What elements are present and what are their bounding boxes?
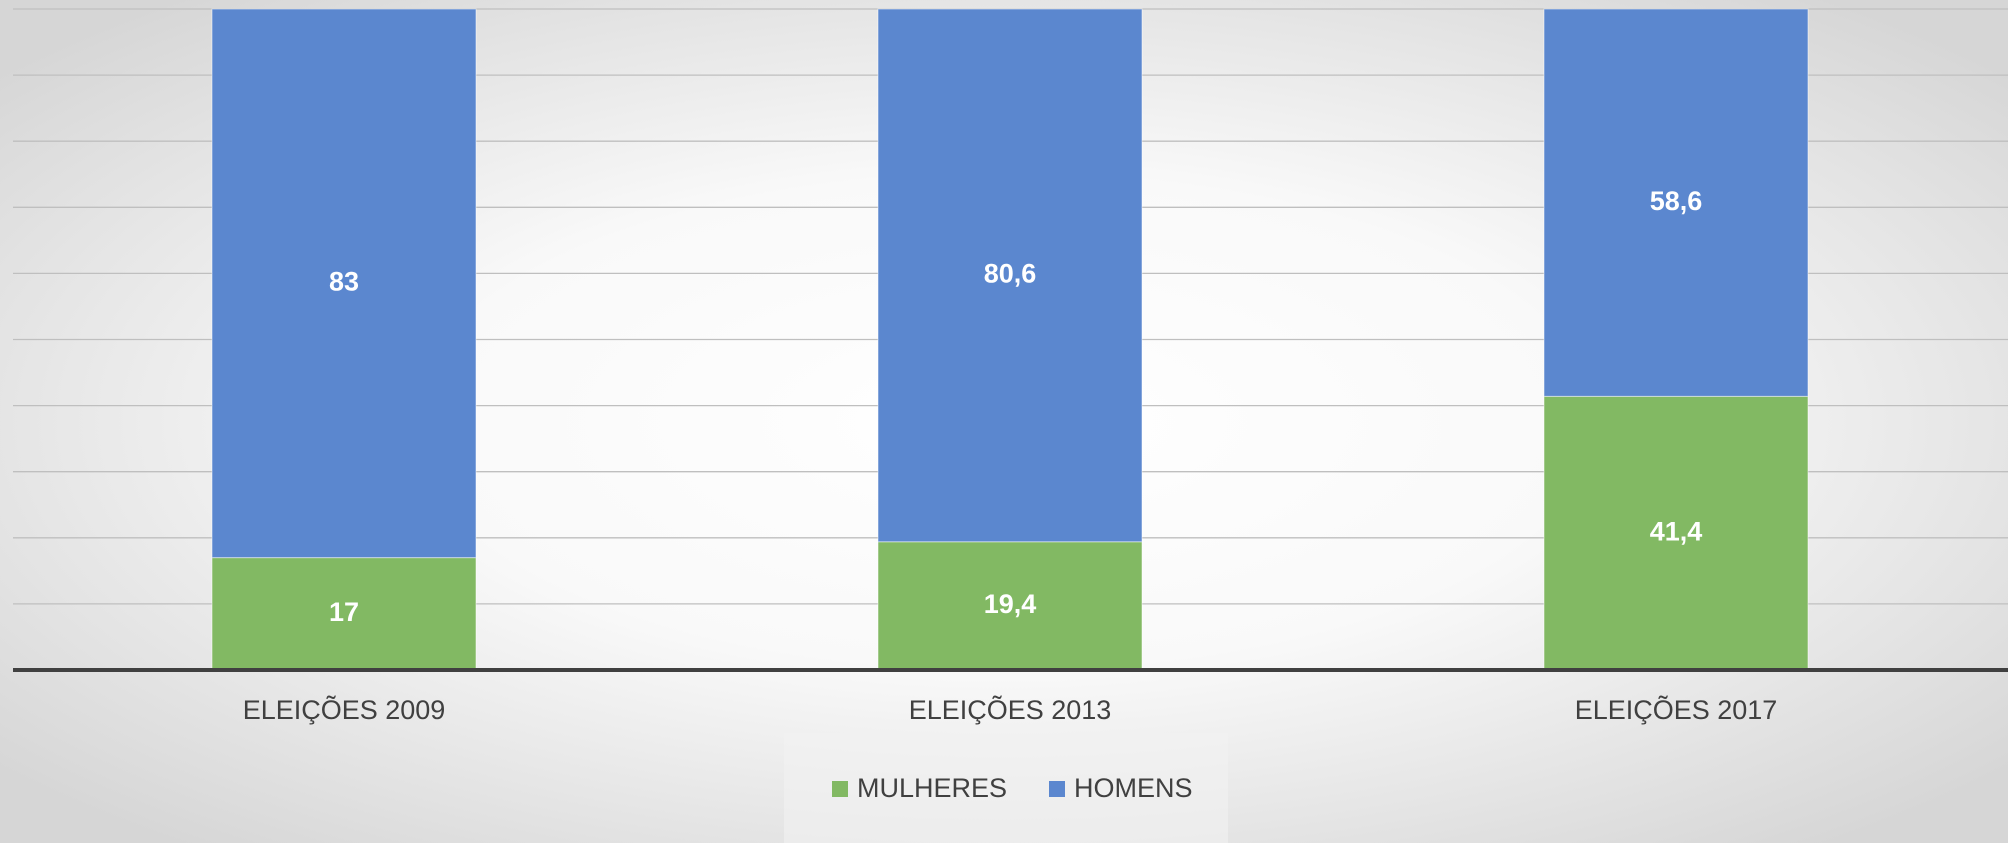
data-label: 58,6 xyxy=(1650,186,1703,216)
x-tick-label: ELEIÇÕES 2017 xyxy=(1575,694,1778,725)
bar-segment xyxy=(211,8,477,559)
data-label: 83 xyxy=(329,266,359,296)
bar-segment xyxy=(1543,8,1809,397)
bar-segment xyxy=(877,541,1143,671)
legend-swatch xyxy=(832,781,848,797)
data-label: 17 xyxy=(329,597,359,627)
legend-label: MULHERES xyxy=(857,773,1007,803)
x-tick-label: ELEIÇÕES 2009 xyxy=(243,694,446,725)
bar-segment xyxy=(877,8,1143,543)
data-label: 41,4 xyxy=(1650,516,1703,546)
data-label: 80,6 xyxy=(984,259,1037,289)
x-tick-label: ELEIÇÕES 2013 xyxy=(909,694,1112,725)
data-label: 19,4 xyxy=(984,589,1037,619)
legend-label: HOMENS xyxy=(1074,773,1193,803)
bar-segment xyxy=(1543,395,1809,671)
legend-swatch xyxy=(1049,781,1065,797)
legend-box xyxy=(784,733,1228,843)
bar-segment xyxy=(211,557,477,671)
